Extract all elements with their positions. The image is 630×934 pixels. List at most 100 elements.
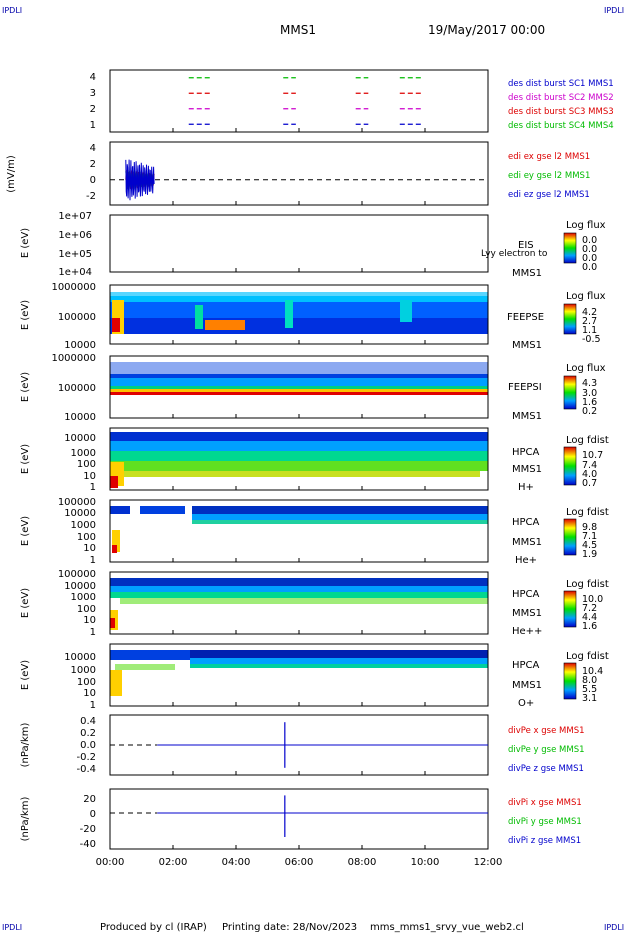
- burst-yticks: 4 3 2 1: [90, 72, 96, 131]
- corner-label-top-right: IPDLI: [604, 6, 624, 15]
- tick-label: 1000000: [51, 353, 96, 364]
- tick-label: 0: [90, 809, 96, 820]
- tick-label: 1: [90, 555, 96, 566]
- legend-entry: des dist burst SC3 MMS3: [508, 107, 614, 117]
- hpca-o-yticks: 10000 1000 100 10 1: [64, 652, 96, 711]
- eis-yticks: 1e+07 1e+06 1e+05 1e+04: [58, 211, 92, 278]
- hpca-he-species-label: He+: [515, 555, 537, 566]
- tick-label: 1: [90, 482, 96, 493]
- footer-produced-by: Produced by cl (IRAP): [100, 922, 207, 933]
- divpe-legend: divPe x gse MMS1 divPe y gse MMS1 divPe …: [508, 726, 585, 774]
- tick-label: 10000: [64, 581, 96, 592]
- hpca-hepp-species-label: He++: [512, 626, 542, 637]
- hpca-he-label: HPCA: [512, 517, 540, 528]
- colorbar-tick: 0.0: [582, 262, 597, 273]
- footer-printing-date: Printing date: 28/Nov/2023: [222, 922, 357, 933]
- colorbar-tick: -0.5: [582, 334, 601, 345]
- tick-label: -0.4: [76, 764, 96, 775]
- burst-legend: des dist burst SC1 MMS1 des dist burst S…: [508, 79, 614, 131]
- legend-entry: edi ey gse l2 MMS1: [508, 171, 590, 181]
- divpi-yticks: 20 0 -20 -40: [80, 794, 96, 850]
- panel-feepsi-heatmap: [110, 362, 488, 395]
- colorbar-tick: 7.2: [582, 603, 597, 614]
- panel-hpca-he-heatmap: [110, 506, 488, 553]
- legend-entry: divPe x gse MMS1: [508, 726, 585, 736]
- legend-entry: des dist burst SC2 MMS2: [508, 93, 614, 103]
- colorbar-tick: 10.0: [582, 594, 603, 605]
- hpca-hepp-ylabel: E (eV): [20, 588, 31, 618]
- colorbar-tick: 1.6: [582, 621, 597, 632]
- colorbar-hpca-hepp: [563, 590, 577, 628]
- colorbar-titles: Log flux Log flux Log flux Log fdist Log…: [566, 220, 609, 662]
- colorbar-tick: 4.3: [582, 378, 597, 389]
- corner-label-bottom-right: IPDLI: [604, 923, 624, 932]
- time-tick-label: 00:00: [96, 857, 125, 868]
- tick-label: 100: [77, 459, 96, 470]
- time-tick-label: 04:00: [222, 857, 251, 868]
- colorbar-tick: 3.1: [582, 693, 597, 704]
- colorbar-title: Log fdist: [566, 507, 609, 518]
- panel-hpca-o-heatmap: [110, 650, 488, 696]
- data-marks: [109, 77, 489, 849]
- efield-series-line: [125, 159, 155, 201]
- colorbar-tick: 10.7: [582, 450, 603, 461]
- tick-label: 2: [90, 159, 96, 170]
- mission-title: MMS1: [280, 23, 316, 37]
- tick-label: 1: [90, 120, 96, 131]
- colorbar-tick: 4.2: [582, 307, 597, 318]
- legend-entry: edi ez gse l2 MMS1: [508, 190, 590, 200]
- colorbar-hpca-h: [563, 446, 577, 486]
- tick-label: 1000: [71, 520, 96, 531]
- tick-label: 100: [77, 677, 96, 688]
- colorbar-ticks: 0.0 0.0 0.0 0.0 4.2 2.7 1.1 -0.5 4.3 3.0…: [582, 235, 603, 704]
- tick-label: 100000: [58, 383, 96, 394]
- tick-label: 100: [77, 604, 96, 615]
- legend-entry: divPe y gse MMS1: [508, 745, 585, 755]
- tick-label: 10000: [64, 433, 96, 444]
- colorbar-tick: 4.0: [582, 469, 597, 480]
- colorbar-tick: 1.1: [582, 325, 597, 336]
- instrument-labels: EIS MMS1 Lyy electron to FEEPSE MMS1 FEE…: [481, 240, 548, 709]
- feepse-ylabel: E (eV): [20, 300, 31, 330]
- tick-label: 100000: [58, 569, 96, 580]
- date-title: 19/May/2017 00:00: [428, 23, 545, 37]
- colorbar-title: Log flux: [566, 220, 606, 231]
- eis-spacecraft-label: MMS1: [512, 268, 542, 279]
- footer-template: mms_mms1_srvy_vue_web2.cl: [370, 922, 524, 933]
- tick-label: 10000: [64, 340, 96, 351]
- colorbar-tick: 2.7: [582, 316, 597, 327]
- efield-yticks: 4 2 0 -2: [86, 143, 96, 202]
- tick-label: 1e+04: [58, 267, 92, 278]
- hpca-he-ylabel: E (eV): [20, 516, 31, 546]
- tick-label: 2: [90, 104, 96, 115]
- hpca-o-species-label: O+: [518, 698, 534, 709]
- feepsi-spacecraft-label: MMS1: [512, 411, 542, 422]
- colorbar-tick: 0.0: [582, 235, 597, 246]
- hpca-hepp-yticks: 100000 10000 1000 100 10 1: [58, 569, 96, 638]
- time-tick-label: 12:00: [474, 857, 503, 868]
- time-axis-labels: 00:00 02:00 04:00 06:00 08:00 10:00 12:0…: [96, 857, 503, 868]
- tick-label: 1000: [71, 448, 96, 459]
- hpca-h-species-label: H+: [518, 482, 534, 493]
- tick-label: 1000: [71, 592, 96, 603]
- colorbar-feepse: [563, 303, 577, 335]
- colorbar-hpca-o: [563, 662, 577, 700]
- legend-entry: divPi x gse MMS1: [508, 798, 582, 808]
- colorbars: [563, 232, 577, 700]
- time-tick-label: 08:00: [348, 857, 377, 868]
- tick-label: 1e+05: [58, 249, 92, 260]
- legend-entry: divPe z gse MMS1: [508, 764, 584, 774]
- corner-label-top-left: IPDLI: [2, 6, 22, 15]
- tick-label: -2: [86, 191, 96, 202]
- tick-label: 10: [83, 471, 96, 482]
- tick-label: 100000: [58, 497, 96, 508]
- colorbar-tick: 4.5: [582, 540, 597, 551]
- divpe-ylabel: (nPa/km): [20, 723, 31, 768]
- hpca-o-spacecraft-label: MMS1: [512, 680, 542, 691]
- feepsi-label: FEEPSI: [508, 382, 542, 393]
- hpca-o-ylabel: E (eV): [20, 660, 31, 690]
- tick-label: 10: [83, 615, 96, 626]
- colorbar-tick: 0.2: [582, 406, 597, 417]
- panel-eis-frame: [109, 214, 489, 273]
- colorbar-title: Log fdist: [566, 651, 609, 662]
